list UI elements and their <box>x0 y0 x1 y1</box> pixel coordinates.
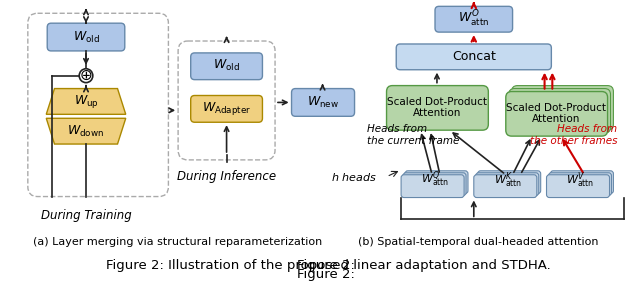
FancyBboxPatch shape <box>396 44 551 70</box>
Circle shape <box>79 69 93 83</box>
Text: $W^V_\mathrm{attn}$: $W^V_\mathrm{attn}$ <box>566 170 595 189</box>
Text: Figure 2: Illustration of the proposed linear adaptation and STDHA.: Figure 2: Illustration of the proposed l… <box>106 259 551 272</box>
Text: $W_\mathrm{up}$: $W_\mathrm{up}$ <box>74 93 99 110</box>
Text: Heads from
the current frame: Heads from the current frame <box>367 124 460 146</box>
Text: $W_\mathrm{down}$: $W_\mathrm{down}$ <box>67 124 104 139</box>
FancyBboxPatch shape <box>191 96 262 122</box>
Text: $W_\mathrm{Adapter}$: $W_\mathrm{Adapter}$ <box>202 100 251 117</box>
FancyBboxPatch shape <box>435 6 513 32</box>
FancyBboxPatch shape <box>403 173 466 195</box>
FancyBboxPatch shape <box>191 53 262 80</box>
FancyBboxPatch shape <box>548 173 611 195</box>
FancyBboxPatch shape <box>292 89 355 116</box>
Text: During Inference: During Inference <box>177 170 276 183</box>
FancyBboxPatch shape <box>506 91 607 136</box>
FancyBboxPatch shape <box>401 175 464 198</box>
Text: $W_\mathrm{old}$: $W_\mathrm{old}$ <box>72 29 99 45</box>
FancyBboxPatch shape <box>474 175 537 198</box>
Text: $W_\mathrm{old}$: $W_\mathrm{old}$ <box>213 58 240 73</box>
Text: $W^O_\mathrm{attn}$: $W^O_\mathrm{attn}$ <box>458 9 490 29</box>
Text: $W^K_\mathrm{attn}$: $W^K_\mathrm{attn}$ <box>493 170 522 189</box>
Text: Figure 2:: Figure 2: <box>298 268 360 281</box>
FancyBboxPatch shape <box>547 175 609 198</box>
Text: $W_\mathrm{new}$: $W_\mathrm{new}$ <box>307 95 339 110</box>
Text: $\oplus$: $\oplus$ <box>79 68 93 83</box>
Text: Scaled Dot-Product
Attention: Scaled Dot-Product Attention <box>387 97 487 118</box>
FancyBboxPatch shape <box>511 86 613 130</box>
Text: Concat: Concat <box>452 50 496 63</box>
Text: $W^Q_\mathrm{attn}$: $W^Q_\mathrm{attn}$ <box>421 170 449 190</box>
Text: Figure 2:: Figure 2: <box>298 259 360 272</box>
FancyBboxPatch shape <box>509 89 611 133</box>
Polygon shape <box>46 118 125 144</box>
Text: (b) Spatial-temporal dual-headed attention: (b) Spatial-temporal dual-headed attenti… <box>358 237 599 247</box>
Text: (a) Layer merging via structural reparameterization: (a) Layer merging via structural reparam… <box>33 237 323 247</box>
Polygon shape <box>46 89 125 114</box>
Text: Scaled Dot-Product
Attention: Scaled Dot-Product Attention <box>506 102 606 124</box>
FancyBboxPatch shape <box>476 173 539 195</box>
FancyBboxPatch shape <box>405 171 468 194</box>
FancyBboxPatch shape <box>550 171 613 194</box>
Text: Heads from
the other frames: Heads from the other frames <box>530 124 618 146</box>
FancyBboxPatch shape <box>477 171 541 194</box>
Text: $h$ heads: $h$ heads <box>331 171 377 183</box>
FancyBboxPatch shape <box>47 23 125 51</box>
FancyBboxPatch shape <box>387 86 488 130</box>
Text: During Training: During Training <box>40 209 131 222</box>
